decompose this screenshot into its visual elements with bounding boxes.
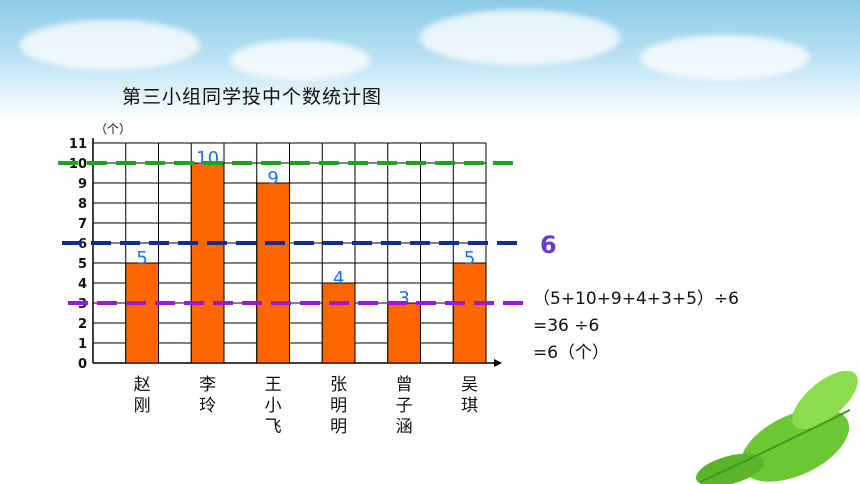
- y-tick-label: 6: [78, 237, 87, 252]
- x-category-label: 赵刚: [130, 375, 154, 417]
- calc-line-1: （5+10+9+4+3+5）÷6: [533, 289, 739, 309]
- bar: [387, 302, 421, 364]
- calc-line-3: =6（个）: [533, 343, 610, 363]
- cloud: [640, 35, 810, 80]
- bar-value-label: 5: [464, 248, 475, 269]
- x-category-label: 张明明: [327, 375, 351, 438]
- leaf-shape: [792, 370, 858, 430]
- x-category-char: 张: [330, 375, 348, 395]
- leaf-shape: [740, 408, 850, 482]
- x-category-label: 曾子涵: [392, 375, 416, 438]
- x-category-char: 明: [330, 396, 348, 416]
- y-tick-label: 2: [78, 317, 87, 332]
- leaf-vein: [699, 409, 851, 483]
- bar: [321, 282, 356, 364]
- x-category-char: 小: [264, 396, 282, 416]
- y-tick-label: 5: [78, 257, 87, 272]
- y-axis-unit-label: （个）: [95, 122, 131, 136]
- bar-value-label: 4: [333, 268, 344, 289]
- y-tick-label: 8: [78, 197, 87, 212]
- average-calculation: （5+10+9+4+3+5）÷6 =36 ÷6 =6（个）: [533, 286, 739, 367]
- bar: [190, 162, 225, 364]
- bar: [452, 262, 487, 364]
- x-axis-arrow: [494, 359, 502, 367]
- leaf-decoration: [695, 370, 858, 484]
- y-tick-label: 4: [78, 277, 87, 292]
- x-category-label: 吴琪: [458, 375, 482, 417]
- bar-value-label: 3: [398, 288, 409, 309]
- x-category-char: 琪: [461, 396, 479, 416]
- bar-value-label: 5: [136, 248, 147, 269]
- x-category-label: 李玲: [196, 375, 220, 417]
- y-tick-label: 7: [78, 217, 87, 232]
- x-category-char: 涵: [395, 417, 413, 437]
- calc-line-2: =36 ÷6: [533, 316, 600, 336]
- leaf-shape: [695, 453, 765, 484]
- x-category-char: 明: [330, 417, 348, 437]
- y-tick-label: 9: [78, 177, 87, 192]
- cloud: [230, 40, 370, 80]
- x-category-char: 李: [199, 375, 217, 395]
- x-category-char: 王: [264, 375, 282, 395]
- x-category-char: 玲: [199, 396, 217, 416]
- bar-value-label: 10: [196, 148, 219, 169]
- x-category-char: 子: [395, 396, 413, 416]
- y-tick-label: 0: [78, 357, 87, 372]
- bar: [256, 182, 290, 364]
- x-category-char: 刚: [133, 396, 151, 416]
- x-category-char: 赵: [133, 375, 151, 395]
- cloud: [20, 20, 200, 70]
- y-tick-label: 11: [69, 137, 87, 152]
- chart-title: 第三小组同学投中个数统计图: [122, 86, 383, 108]
- x-category-label: 王小飞: [261, 375, 285, 438]
- bar: [125, 262, 159, 364]
- x-category-char: 吴: [461, 375, 479, 395]
- reference-line-label: 6: [540, 231, 557, 259]
- y-tick-label: 1: [78, 337, 87, 352]
- x-category-char: 曾: [395, 375, 413, 395]
- cloud: [420, 10, 620, 65]
- x-category-char: 飞: [264, 417, 282, 437]
- sky-background: [0, 0, 860, 120]
- bar-value-label: 9: [267, 168, 278, 189]
